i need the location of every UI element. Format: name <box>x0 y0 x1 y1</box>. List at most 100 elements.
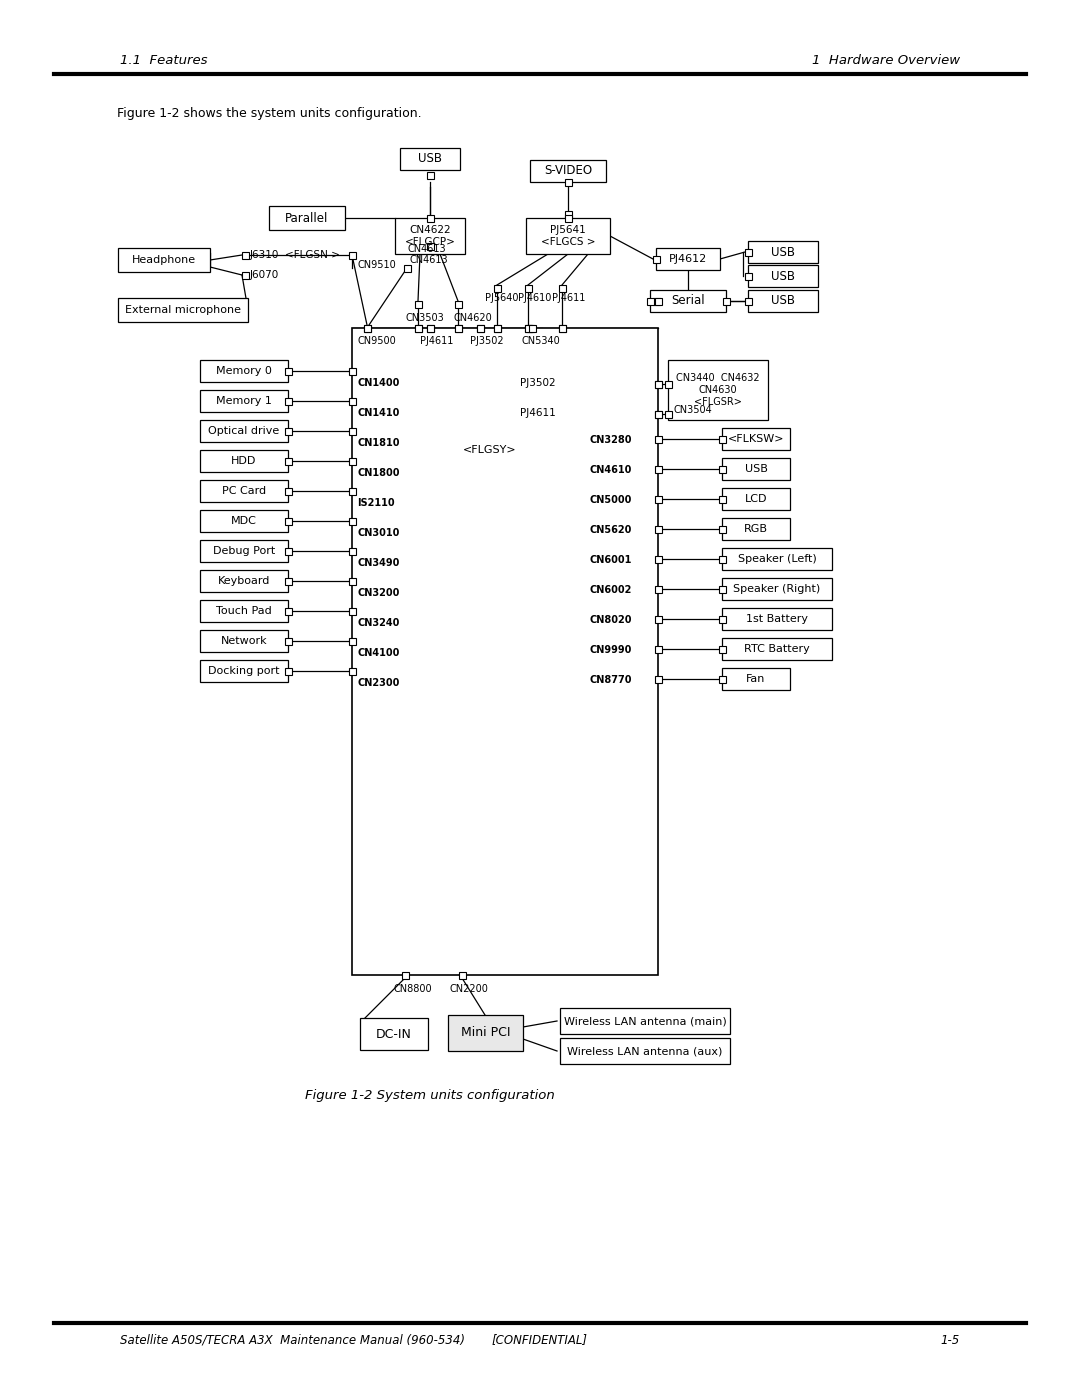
Text: Wireless LAN antenna (main): Wireless LAN antenna (main) <box>564 1016 727 1025</box>
Text: Fan: Fan <box>746 673 766 685</box>
Bar <box>415 324 421 331</box>
Bar <box>284 398 292 405</box>
Text: Speaker (Right): Speaker (Right) <box>733 584 821 594</box>
Text: Memory 0: Memory 0 <box>216 366 272 376</box>
Text: Network: Network <box>220 636 268 645</box>
Bar <box>400 148 460 170</box>
Text: Debug Port: Debug Port <box>213 546 275 556</box>
Text: PC Card: PC Card <box>221 486 266 496</box>
Bar <box>427 243 433 250</box>
Bar <box>654 525 661 532</box>
Bar <box>558 324 566 331</box>
Bar <box>654 380 661 387</box>
Bar <box>526 218 610 254</box>
Bar <box>723 298 729 305</box>
Text: CN1800: CN1800 <box>357 468 400 478</box>
Bar <box>427 324 433 331</box>
Bar <box>664 411 672 418</box>
Bar <box>654 496 661 503</box>
Bar <box>718 645 726 652</box>
Bar <box>349 637 355 644</box>
Text: CN4613: CN4613 <box>410 256 448 265</box>
Text: PJ4611: PJ4611 <box>519 408 556 418</box>
Bar <box>527 324 534 331</box>
Bar <box>200 510 288 532</box>
Bar <box>349 608 355 615</box>
Bar <box>650 291 726 312</box>
Bar <box>652 298 660 305</box>
Bar <box>455 300 461 307</box>
Bar <box>748 291 818 312</box>
Bar <box>723 638 832 659</box>
Bar <box>269 205 345 231</box>
Bar <box>654 465 661 472</box>
Text: CN4620: CN4620 <box>453 313 491 323</box>
Bar <box>200 450 288 472</box>
Text: USB: USB <box>418 152 442 165</box>
Text: CN4610: CN4610 <box>590 465 633 475</box>
Bar <box>744 272 752 279</box>
Bar <box>364 324 370 331</box>
Bar <box>654 298 661 305</box>
Text: CN8770: CN8770 <box>590 675 633 685</box>
Text: <FLGSN >: <FLGSN > <box>285 250 340 260</box>
Bar <box>118 298 248 321</box>
Text: 1st Battery: 1st Battery <box>746 615 808 624</box>
Bar <box>349 427 355 434</box>
Text: HDD: HDD <box>231 455 257 467</box>
Bar <box>525 324 531 331</box>
Text: CN6001: CN6001 <box>590 555 633 564</box>
Bar <box>718 585 726 592</box>
Bar <box>718 496 726 503</box>
Bar <box>565 215 571 222</box>
Bar <box>494 324 500 331</box>
Bar <box>718 525 726 532</box>
Text: Docking port: Docking port <box>208 666 280 676</box>
Bar <box>718 676 726 683</box>
Text: MDC: MDC <box>231 515 257 527</box>
Bar <box>664 380 672 387</box>
Text: Keyboard: Keyboard <box>218 576 270 585</box>
Text: CN4613: CN4613 <box>407 244 446 254</box>
Bar <box>525 285 531 292</box>
Bar <box>654 411 661 418</box>
Bar <box>349 548 355 555</box>
Bar <box>561 1009 730 1034</box>
Bar <box>200 481 288 502</box>
Bar <box>476 324 484 331</box>
Bar <box>448 1016 523 1051</box>
Bar <box>654 411 661 418</box>
Text: CN9990: CN9990 <box>590 645 633 655</box>
Bar <box>565 179 571 186</box>
Bar <box>654 380 661 387</box>
Bar <box>530 161 606 182</box>
Bar <box>349 517 355 524</box>
Text: S-VIDEO: S-VIDEO <box>544 165 592 177</box>
Bar <box>723 458 789 481</box>
Bar <box>654 585 661 592</box>
Bar <box>360 1018 428 1051</box>
Text: CN3200: CN3200 <box>357 588 400 598</box>
Bar <box>561 1038 730 1065</box>
Bar <box>284 577 292 584</box>
Bar <box>349 488 355 495</box>
Bar <box>494 285 500 292</box>
Bar <box>200 420 288 441</box>
Text: CN3240: CN3240 <box>357 617 400 629</box>
Bar <box>723 518 789 541</box>
Bar <box>476 324 484 331</box>
Text: [CONFIDENTIAL]: [CONFIDENTIAL] <box>492 1334 588 1347</box>
Bar <box>744 298 752 305</box>
Text: Memory 1: Memory 1 <box>216 395 272 407</box>
Bar <box>565 211 571 218</box>
Bar <box>200 541 288 562</box>
Bar <box>718 556 726 563</box>
Text: DC-IN: DC-IN <box>376 1028 411 1041</box>
Bar <box>427 215 433 222</box>
Bar <box>349 398 355 405</box>
Bar <box>494 324 500 331</box>
Text: CN9500: CN9500 <box>357 337 395 346</box>
Bar <box>402 971 408 978</box>
Bar <box>284 668 292 675</box>
Text: CN2300: CN2300 <box>357 678 400 687</box>
